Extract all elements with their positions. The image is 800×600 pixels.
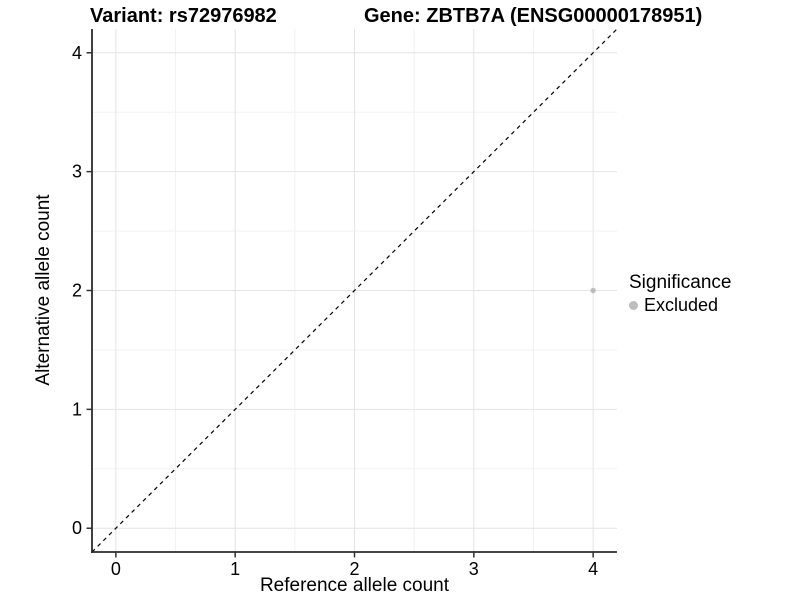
legend: Significance Excluded xyxy=(629,271,731,316)
x-tick-label: 0 xyxy=(111,559,121,579)
x-axis-title: Reference allele count xyxy=(259,575,450,596)
y-tick-label: 0 xyxy=(72,518,82,538)
x-tick-label: 4 xyxy=(588,559,598,579)
variant-title: Variant: rs72976982 xyxy=(90,5,277,27)
data-point xyxy=(590,287,596,294)
legend-item-label: Excluded xyxy=(644,295,719,315)
y-tick-label: 3 xyxy=(72,162,82,182)
y-axis-title: Alternative allele count xyxy=(33,194,54,386)
legend-point-icon xyxy=(629,300,638,310)
identity-line xyxy=(91,28,618,553)
legend-item-excluded: Excluded xyxy=(629,294,731,316)
x-tick-label: 3 xyxy=(469,559,479,579)
y-tick-label: 4 xyxy=(72,43,82,63)
x-tick-label: 2 xyxy=(349,559,359,579)
y-tick-label: 1 xyxy=(72,399,82,419)
y-tick-label: 2 xyxy=(72,281,82,301)
x-tick-label: 1 xyxy=(230,559,240,579)
legend-title: Significance xyxy=(629,272,732,293)
gene-title: Gene: ZBTB7A (ENSG00000178951) xyxy=(364,5,703,27)
